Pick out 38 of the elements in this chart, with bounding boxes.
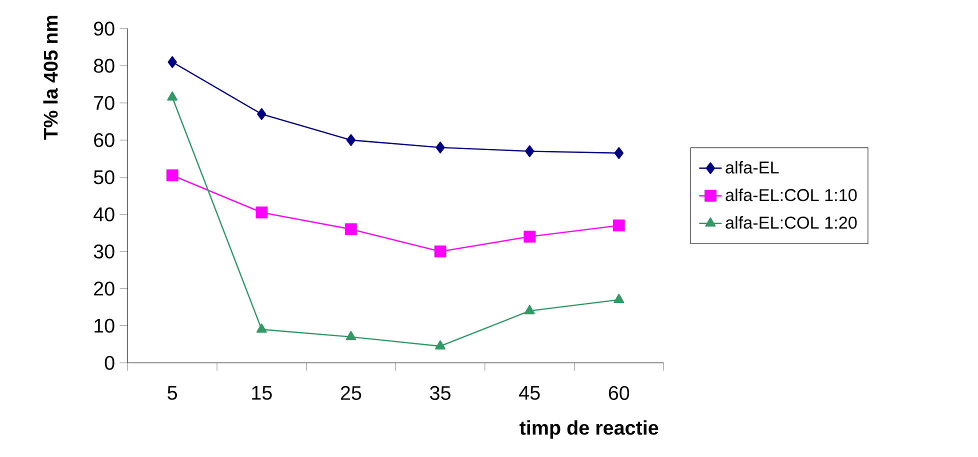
y-tick-label: 10: [94, 318, 114, 333]
legend-label: alfa-EL:COL 1:20: [726, 216, 857, 229]
y-axis-title: T% la 405 nm: [43, 16, 58, 140]
x-tick-label: 60: [608, 386, 630, 400]
point: [524, 145, 534, 158]
point: [168, 56, 177, 68]
x-axis-title: timp de reactie: [520, 420, 658, 439]
y-tick-label: 40: [94, 207, 114, 222]
x-tick-label: 45: [519, 386, 540, 400]
y-tick-label: 90: [94, 22, 114, 36]
point: [434, 246, 446, 258]
x-tick-label: 35: [430, 386, 450, 400]
y-tick-label: 70: [94, 96, 114, 110]
point: [524, 305, 535, 314]
y-tick-label: 30: [94, 244, 114, 259]
point: [524, 230, 536, 243]
x-tick-label: 5: [168, 386, 177, 400]
y-tick-label: 0: [104, 356, 114, 370]
y-tick-label: 80: [94, 58, 114, 73]
point: [256, 206, 268, 219]
point: [257, 108, 266, 120]
point: [436, 142, 445, 154]
point: [345, 223, 357, 236]
legend-label: alfa-EL:COL 1:10: [726, 188, 857, 202]
legend-label: alfa-EL: [726, 161, 779, 174]
x-tick-label: 15: [252, 386, 272, 400]
x-tick-label: 25: [340, 386, 362, 400]
point: [346, 134, 356, 146]
point: [256, 324, 267, 333]
y-tick-label: 60: [94, 133, 114, 148]
point: [166, 170, 178, 182]
point: [612, 220, 625, 232]
point: [346, 331, 356, 340]
point: [614, 147, 624, 160]
y-tick-label: 20: [94, 282, 114, 296]
point: [435, 340, 446, 350]
y-tick-label: 50: [94, 170, 114, 184]
point: [614, 294, 624, 304]
